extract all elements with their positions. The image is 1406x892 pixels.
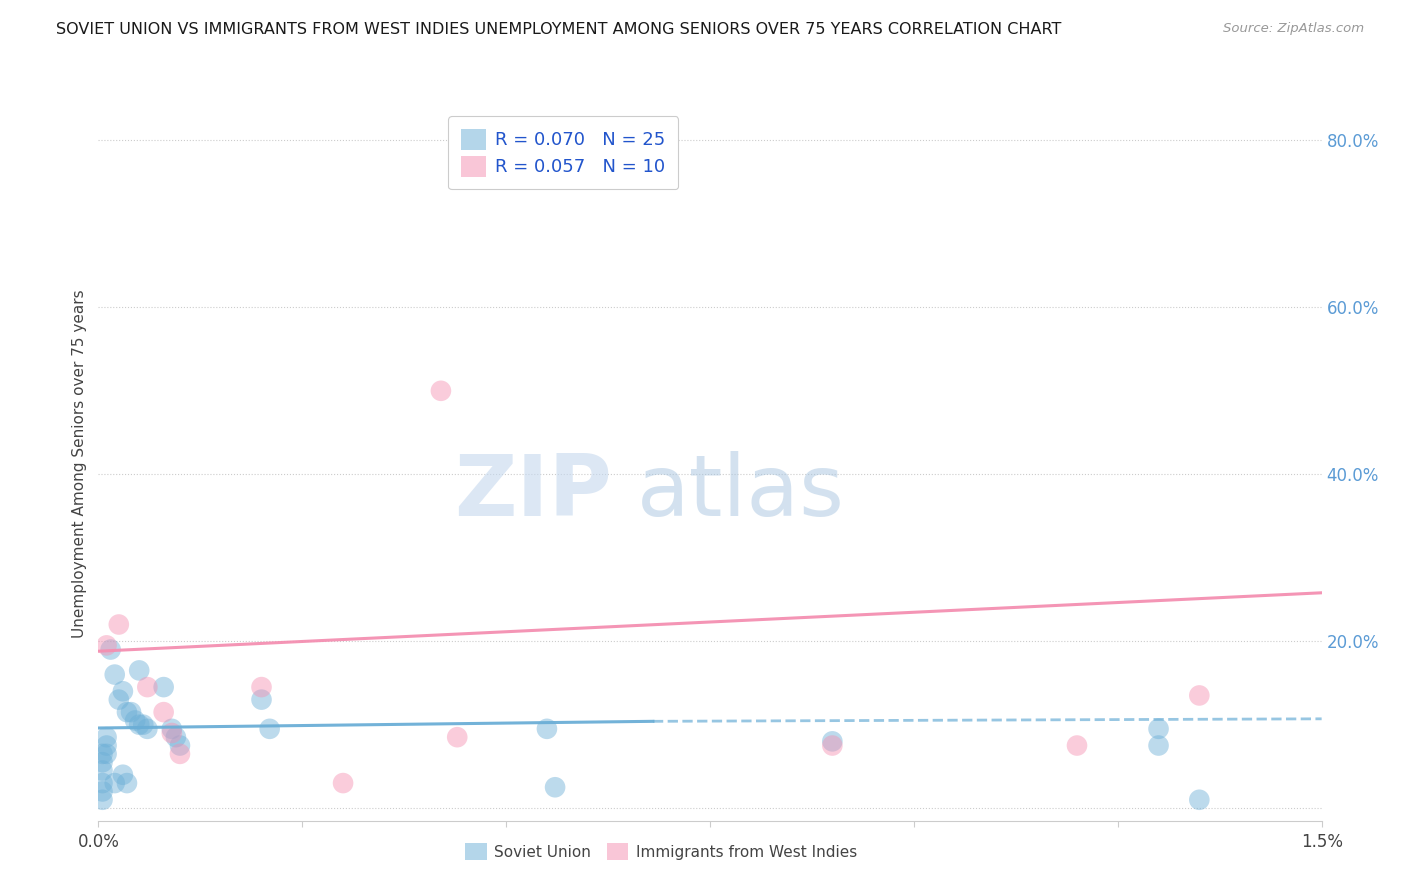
- Point: [91, 793, 114, 807]
- Point: [536, 722, 558, 736]
- Text: atlas: atlas: [637, 450, 845, 534]
- Text: SOVIET UNION VS IMMIGRANTS FROM WEST INDIES UNEMPLOYMENT AMONG SENIORS OVER 75 Y: SOVIET UNION VS IMMIGRANTS FROM WEST IND…: [56, 22, 1062, 37]
- Point: [821, 739, 844, 753]
- Text: ZIP: ZIP: [454, 450, 612, 534]
- Point: [91, 756, 114, 770]
- Point: [160, 722, 183, 736]
- Point: [111, 684, 134, 698]
- Point: [250, 692, 273, 706]
- Point: [100, 642, 122, 657]
- Point: [96, 639, 118, 653]
- Point: [91, 784, 114, 798]
- Point: [104, 776, 127, 790]
- Point: [115, 705, 138, 719]
- Point: [821, 734, 844, 748]
- Point: [136, 722, 159, 736]
- Legend: Soviet Union, Immigrants from West Indies: Soviet Union, Immigrants from West Indie…: [460, 837, 863, 866]
- Point: [108, 692, 131, 706]
- Point: [91, 776, 114, 790]
- Point: [152, 705, 174, 719]
- Point: [115, 776, 138, 790]
- Point: [169, 739, 191, 753]
- Point: [1147, 722, 1170, 736]
- Point: [128, 717, 150, 731]
- Y-axis label: Unemployment Among Seniors over 75 years: Unemployment Among Seniors over 75 years: [72, 290, 87, 638]
- Point: [96, 730, 118, 744]
- Point: [96, 739, 118, 753]
- Point: [1188, 793, 1211, 807]
- Point: [91, 764, 114, 778]
- Point: [259, 722, 281, 736]
- Point: [120, 705, 142, 719]
- Point: [544, 780, 567, 795]
- Point: [132, 717, 155, 731]
- Point: [332, 776, 354, 790]
- Point: [91, 747, 114, 761]
- Point: [104, 667, 127, 681]
- Point: [1188, 689, 1211, 703]
- Point: [111, 768, 134, 782]
- Point: [160, 726, 183, 740]
- Text: Source: ZipAtlas.com: Source: ZipAtlas.com: [1223, 22, 1364, 36]
- Point: [152, 680, 174, 694]
- Point: [1147, 739, 1170, 753]
- Point: [136, 680, 159, 694]
- Point: [250, 680, 273, 694]
- Point: [96, 747, 118, 761]
- Point: [124, 714, 146, 728]
- Point: [430, 384, 453, 398]
- Point: [128, 664, 150, 678]
- Point: [108, 617, 131, 632]
- Point: [165, 730, 187, 744]
- Point: [446, 730, 468, 744]
- Point: [1066, 739, 1088, 753]
- Point: [169, 747, 191, 761]
